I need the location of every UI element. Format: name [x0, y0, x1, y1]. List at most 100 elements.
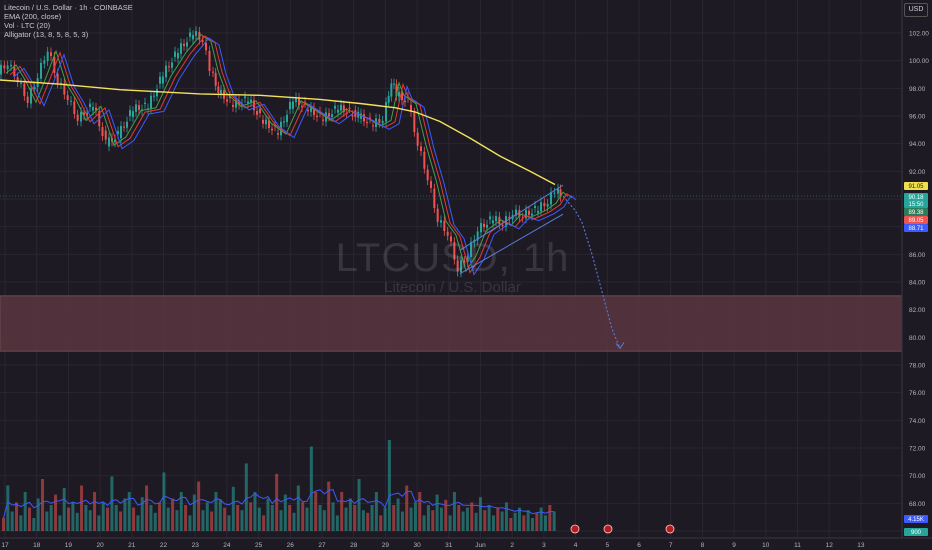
price-axis-panel[interactable]: [902, 0, 932, 550]
candle-body: [398, 91, 400, 97]
candle-body: [543, 202, 546, 207]
price-tag-box[interactable]: [904, 515, 928, 523]
candle-body: [470, 241, 472, 258]
volume-bar: [266, 498, 270, 531]
volume-bar: [36, 498, 40, 531]
volume-bar: [71, 502, 75, 531]
legend-alligator[interactable]: Alligator (13, 8, 5, 8, 5, 3): [4, 30, 89, 39]
volume-bar: [158, 502, 162, 531]
volume-bar: [418, 492, 422, 531]
event-marker-icon[interactable]: [603, 524, 613, 534]
event-marker-icon[interactable]: [570, 524, 580, 534]
time-tick-label: 7: [669, 542, 673, 549]
volume-bar: [23, 492, 27, 531]
candle-body: [70, 100, 72, 102]
time-tick-label: 9: [732, 542, 736, 549]
price-tick-label: 86.00: [909, 252, 926, 259]
volume-bar: [153, 512, 157, 531]
candle-body: [401, 92, 403, 101]
currency-button[interactable]: USD: [904, 3, 928, 17]
candle-body: [498, 216, 501, 225]
candle-body: [129, 110, 131, 117]
candle-body: [205, 42, 207, 51]
projection-path[interactable]: [562, 195, 621, 349]
volume-bar: [32, 518, 36, 531]
candle-body: [316, 115, 318, 117]
candle-body: [165, 65, 167, 78]
volume-bar: [84, 505, 88, 531]
volume-bar: [543, 515, 547, 531]
candle-body: [531, 213, 533, 216]
ema-200-line[interactable]: [0, 79, 556, 186]
volume-bar: [288, 505, 292, 531]
volume-bar: [45, 511, 49, 531]
volume-bar: [140, 497, 144, 531]
legend-ema[interactable]: EMA (200, close): [4, 12, 62, 21]
candle-body: [60, 82, 62, 85]
candle-body: [385, 102, 387, 122]
volume-bar: [231, 486, 235, 531]
price-tag-box[interactable]: [904, 182, 928, 190]
price-tag-box[interactable]: [904, 216, 928, 224]
price-tag-box[interactable]: [904, 200, 928, 208]
candle-body: [456, 260, 459, 272]
volume-bar: [123, 498, 127, 531]
support-zone-rect[interactable]: [0, 295, 903, 352]
candle-body: [328, 113, 330, 117]
volume-bar: [114, 505, 118, 531]
candle-body: [171, 62, 173, 68]
candle-body: [559, 189, 562, 197]
volume-bar: [127, 492, 131, 531]
candle-body: [366, 122, 368, 124]
candle-body: [108, 137, 110, 147]
volume-bar: [19, 515, 23, 531]
candle-body: [540, 202, 542, 212]
candle-body: [331, 114, 333, 118]
price-tag-box[interactable]: [904, 528, 928, 536]
volume-bar: [366, 512, 370, 531]
volume-bar: [335, 515, 339, 531]
volume-bar: [119, 511, 123, 531]
alligator-jaw-line: [13, 37, 577, 276]
volume-bar: [474, 512, 478, 531]
candle-body: [351, 115, 354, 117]
candle-body: [0, 64, 2, 75]
candle-body: [177, 53, 179, 59]
legend-volume[interactable]: Vol · LTC (20): [4, 21, 51, 30]
time-axis-panel[interactable]: [0, 538, 932, 550]
volume-bar: [327, 481, 331, 531]
price-tick-label: 74.00: [909, 418, 926, 425]
candle-body: [289, 101, 291, 110]
candle-body: [268, 120, 270, 129]
candle-body: [156, 89, 158, 97]
candle-body: [348, 107, 351, 109]
alligator-teeth-line: [9, 35, 573, 274]
price-tag-box[interactable]: [904, 193, 928, 201]
candle-body: [123, 126, 125, 128]
candle-body: [214, 72, 217, 86]
candle-body: [546, 203, 549, 207]
legend-symbol[interactable]: Litecoin / U.S. Dollar · 1h · COINBASE: [4, 3, 133, 12]
price-tick-label: 68.00: [909, 501, 926, 508]
price-tag-box[interactable]: [904, 224, 928, 232]
volume-bar: [106, 507, 110, 531]
channel-upper-line[interactable]: [459, 184, 564, 251]
candle-body: [162, 76, 164, 84]
channel-lower-line[interactable]: [459, 213, 564, 275]
candle-body: [208, 50, 211, 72]
volume-bar: [197, 481, 201, 531]
price-tick-label: 78.00: [909, 363, 926, 370]
candle-body: [277, 133, 279, 135]
candle-body: [186, 42, 188, 47]
candle-body: [195, 31, 197, 36]
candle-body: [483, 223, 485, 228]
candle-body: [450, 236, 452, 242]
volume-bar: [2, 518, 5, 531]
candle-body: [132, 111, 134, 118]
event-marker-icon[interactable]: [665, 524, 675, 534]
time-tick-label: 17: [1, 542, 9, 549]
volume-bar: [179, 492, 183, 531]
price-tag-box[interactable]: [904, 208, 928, 216]
